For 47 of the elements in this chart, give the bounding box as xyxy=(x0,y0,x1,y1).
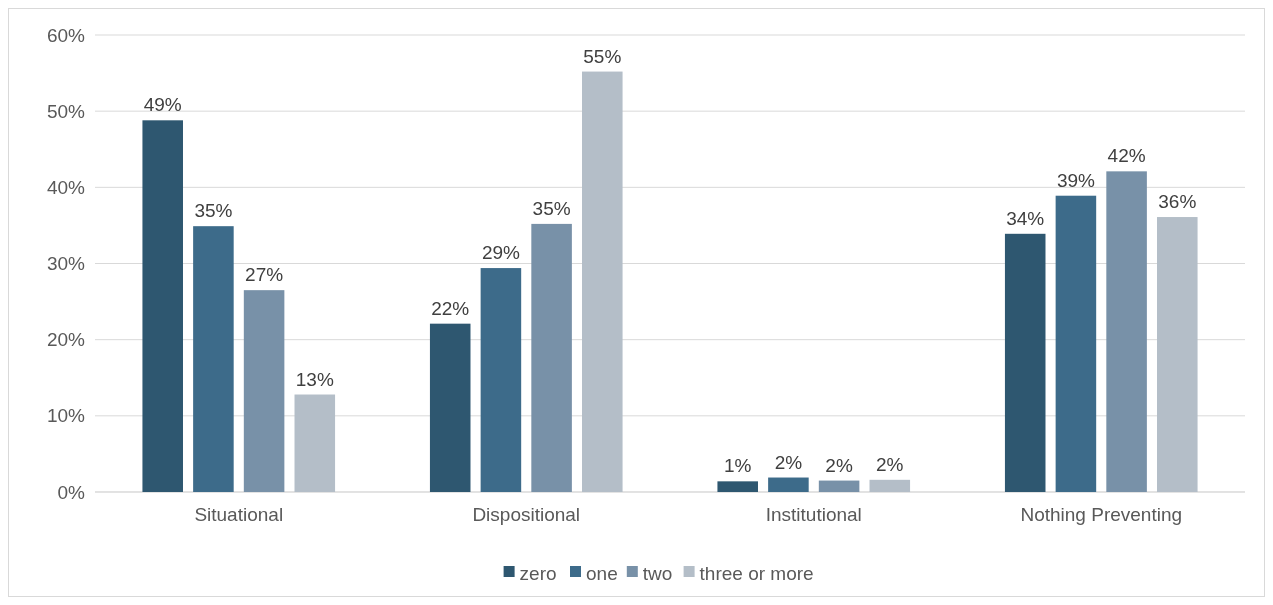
data-label: 2% xyxy=(825,454,853,476)
x-tick-label: Situational xyxy=(194,504,284,525)
legend-label: three or more xyxy=(699,562,814,584)
bar xyxy=(142,120,183,492)
bar xyxy=(1106,171,1147,492)
bar xyxy=(717,481,758,492)
data-label: 36% xyxy=(1158,191,1197,213)
x-tick-label: Nothing Preventing xyxy=(1020,504,1183,525)
data-label: 34% xyxy=(1006,207,1045,229)
bar xyxy=(869,479,911,492)
bar xyxy=(818,480,860,492)
data-label: 27% xyxy=(245,264,284,286)
data-label: 29% xyxy=(481,242,521,264)
bar xyxy=(1004,233,1046,492)
bar xyxy=(193,226,234,492)
y-tick-label: 50% xyxy=(46,100,86,122)
bar xyxy=(429,323,471,492)
bar xyxy=(480,268,522,492)
legend-label: zero xyxy=(519,562,557,584)
y-tick-label: 30% xyxy=(46,253,86,275)
data-label: 13% xyxy=(295,368,334,390)
data-label: 2% xyxy=(876,453,904,475)
bar xyxy=(1055,195,1097,492)
data-label: 35% xyxy=(532,197,571,219)
data-label: 55% xyxy=(583,45,622,67)
bar xyxy=(243,290,285,492)
bar xyxy=(1157,217,1198,492)
y-tick-label: 40% xyxy=(46,176,86,198)
legend-label: one xyxy=(586,562,618,584)
x-tick-label: Institutional xyxy=(765,504,862,525)
y-tick-label: 0% xyxy=(57,481,86,503)
y-tick-label: 60% xyxy=(46,24,86,46)
bar xyxy=(294,394,336,492)
data-label: 49% xyxy=(143,94,182,116)
bar xyxy=(582,71,623,492)
legend-label: two xyxy=(642,562,673,584)
data-label: 42% xyxy=(1107,145,1146,167)
bar xyxy=(531,223,572,492)
data-label: 1% xyxy=(723,455,752,477)
y-tick-label: 20% xyxy=(46,329,86,351)
data-label: 35% xyxy=(194,200,233,222)
y-tick-label: 10% xyxy=(46,405,86,427)
bar xyxy=(768,477,809,492)
data-label: 39% xyxy=(1056,169,1096,191)
data-label: 2% xyxy=(774,451,803,473)
x-tick-label: Dispositional xyxy=(472,504,581,525)
data-label: 22% xyxy=(431,297,470,319)
